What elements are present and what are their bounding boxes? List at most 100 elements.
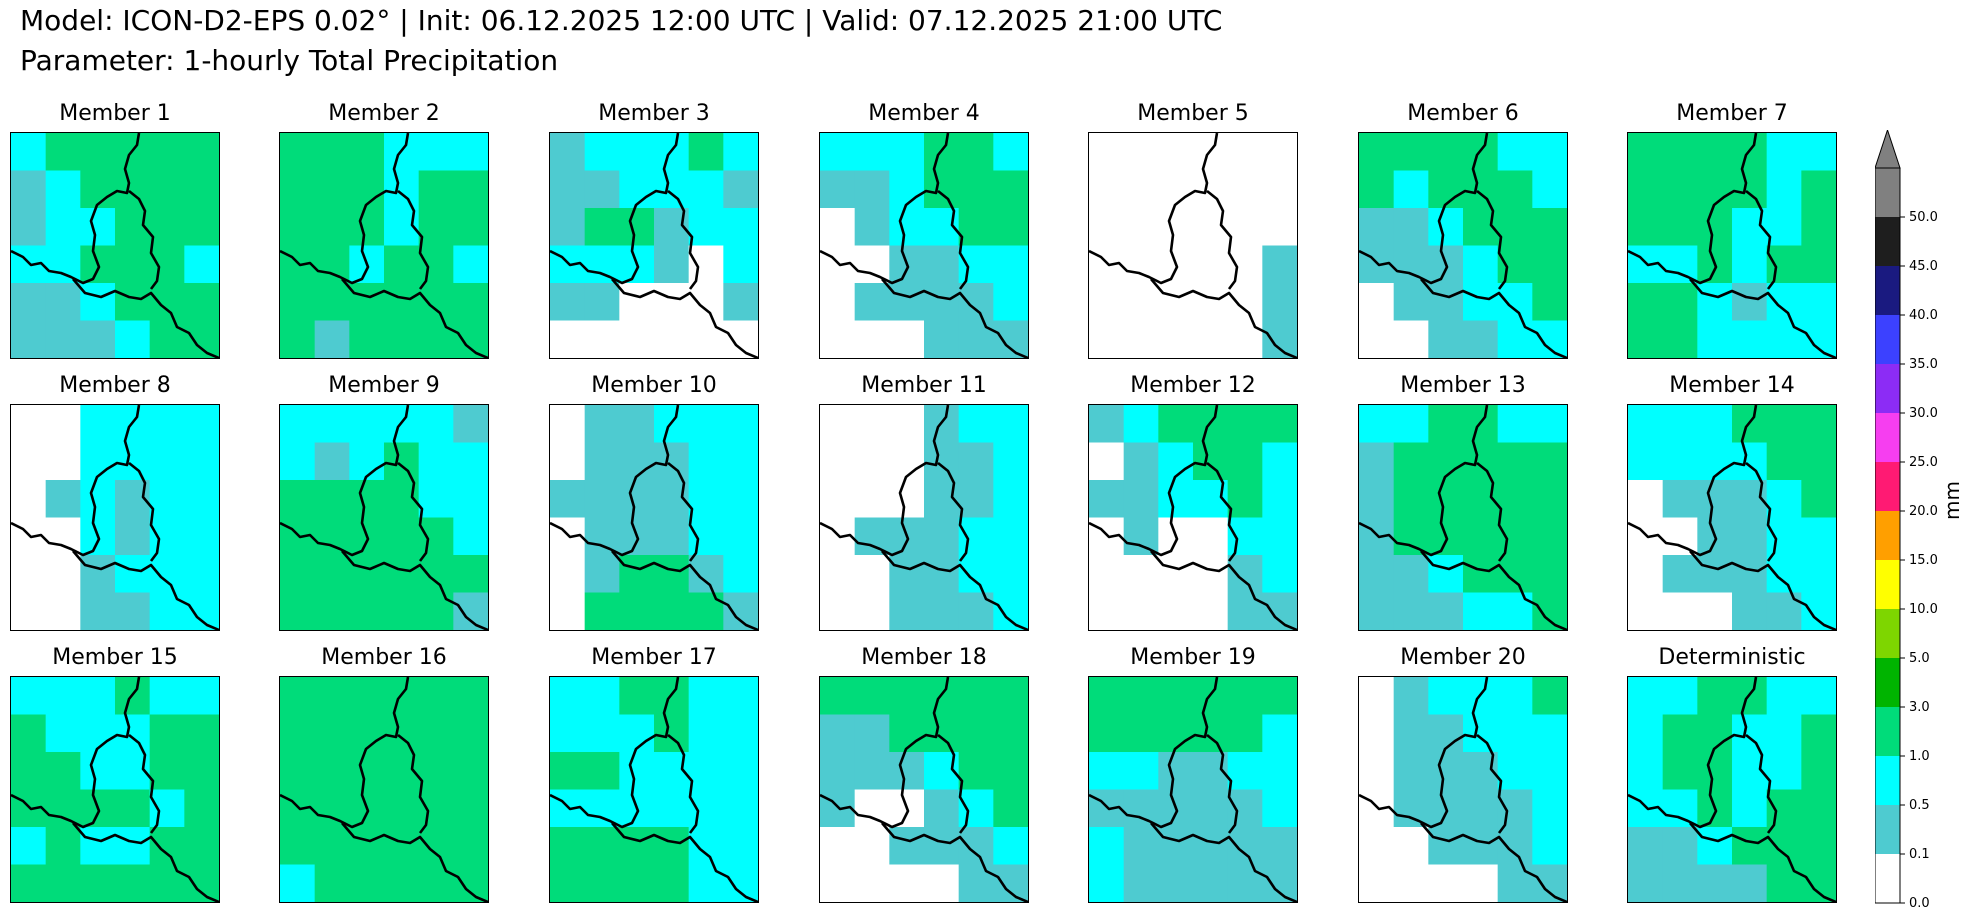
precip-cell <box>654 245 690 284</box>
precip-cell <box>45 170 81 209</box>
precip-cell <box>820 405 856 444</box>
precip-cell <box>1532 442 1567 481</box>
country-border-line <box>1150 278 1297 358</box>
precip-cell <box>349 170 385 209</box>
country-border-line <box>1089 677 1219 829</box>
precip-cell <box>854 864 890 902</box>
precip-cell <box>1497 442 1533 481</box>
precip-cell <box>1497 245 1533 284</box>
precip-cell <box>1766 442 1802 481</box>
precip-cell <box>1497 677 1533 716</box>
precip-cell <box>384 714 420 753</box>
precip-cell <box>418 133 454 172</box>
precipitation-map <box>10 132 220 359</box>
precip-cell <box>1123 555 1159 594</box>
precip-cell <box>1463 714 1499 753</box>
precip-cell <box>958 320 994 358</box>
precip-cell <box>453 283 488 322</box>
precip-cell <box>924 714 960 753</box>
precip-cell <box>550 789 586 828</box>
precip-cell <box>1463 283 1499 322</box>
precip-cell <box>958 555 994 594</box>
precip-cell <box>958 789 994 828</box>
precip-cell <box>418 517 454 556</box>
colorbar-segment <box>1875 609 1900 658</box>
precip-cell <box>184 208 219 247</box>
precip-cell <box>280 714 316 753</box>
precip-cell <box>1732 517 1768 556</box>
precip-cell <box>1732 789 1768 828</box>
precip-cell <box>1428 827 1464 866</box>
precip-cell <box>654 592 690 630</box>
precip-cell <box>1158 442 1194 481</box>
country-border-line <box>128 733 161 834</box>
precip-cell <box>1732 170 1768 209</box>
precip-cell <box>654 864 690 902</box>
precip-cell <box>1532 208 1567 247</box>
precip-cell <box>280 442 316 481</box>
panel-title: Member 14 <box>1669 373 1795 398</box>
precipitation-map <box>819 676 1029 903</box>
colorbar: 0.0 0.1 0.5 1.0 3.0 5.0 10.0 15.0 20.0 25.0 30.0 35… <box>1875 130 1938 910</box>
precip-cell <box>1628 714 1664 753</box>
colorbar-segment <box>1875 805 1900 854</box>
precip-cell <box>1393 789 1429 828</box>
precip-cell <box>115 442 151 481</box>
precip-cell <box>1393 555 1429 594</box>
colorbar-segment <box>1875 413 1900 462</box>
figure-subtitle: Parameter: 1-hourly Total Precipitation <box>20 44 559 77</box>
precip-cell <box>820 320 856 358</box>
precip-cell <box>1801 752 1836 791</box>
precip-cell <box>384 320 420 358</box>
precip-cell <box>723 320 758 358</box>
panel-title: Member 17 <box>591 645 717 670</box>
precip-cell <box>184 752 219 791</box>
precip-cell <box>958 133 994 172</box>
precip-cell <box>1801 592 1836 630</box>
precip-cell <box>1662 480 1698 519</box>
colorbar-tick-label: 15.0 <box>1909 553 1938 568</box>
country-border-line <box>550 677 680 829</box>
panel-title: Member 6 <box>1407 101 1519 126</box>
precip-cell <box>1227 752 1263 791</box>
precip-cell <box>1628 592 1664 630</box>
precip-cell <box>418 555 454 594</box>
precip-cell <box>958 442 994 481</box>
precip-cell <box>45 789 81 828</box>
precip-cell <box>184 320 219 358</box>
precip-cell <box>654 555 690 594</box>
precip-cell <box>584 480 620 519</box>
precip-cell <box>11 245 47 284</box>
precip-cell <box>1628 677 1664 716</box>
precip-cell <box>924 283 960 322</box>
precip-cell <box>1766 677 1802 716</box>
precip-cell <box>1123 245 1159 284</box>
precip-cell <box>1428 555 1464 594</box>
country-border-line <box>667 733 700 834</box>
precip-cell <box>993 133 1028 172</box>
precip-cell <box>1463 555 1499 594</box>
country-border-line <box>1689 550 1836 630</box>
precip-cell <box>688 864 724 902</box>
precip-cell <box>115 789 151 828</box>
precip-cell <box>1393 714 1429 753</box>
precip-cell <box>993 283 1028 322</box>
precip-cell <box>1697 480 1733 519</box>
precip-cell <box>854 283 890 322</box>
precip-cell <box>1697 405 1733 444</box>
precip-cell <box>854 405 890 444</box>
precip-cell <box>1532 283 1567 322</box>
precip-cell <box>384 517 420 556</box>
precip-cell <box>45 592 81 630</box>
precip-cell <box>1463 592 1499 630</box>
precipitation-map <box>279 404 489 631</box>
precip-cell <box>1801 714 1836 753</box>
precip-cell <box>418 208 454 247</box>
precip-cell <box>854 480 890 519</box>
precip-cell <box>349 208 385 247</box>
panel-title: Member 2 <box>328 101 440 126</box>
precip-cell <box>654 170 690 209</box>
precip-cell <box>418 789 454 828</box>
map-svg <box>11 133 219 358</box>
precip-cell <box>1158 752 1194 791</box>
